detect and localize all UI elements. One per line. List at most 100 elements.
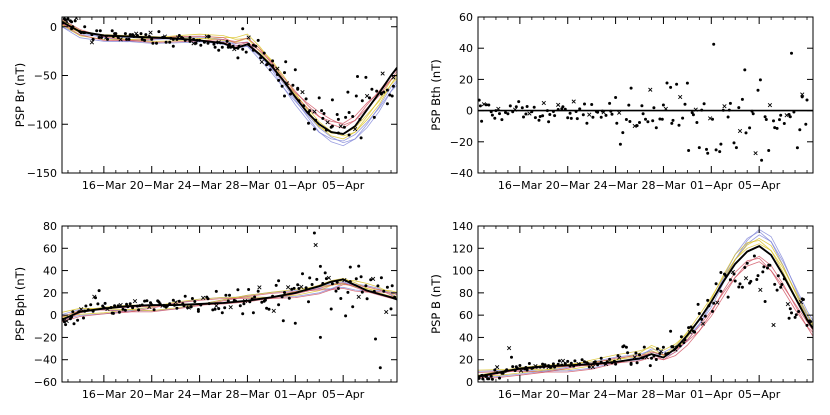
data-point	[548, 113, 552, 116]
data-point	[767, 149, 771, 152]
data-point	[82, 316, 85, 320]
data-point	[76, 318, 80, 322]
y-tick-label: 0	[50, 21, 57, 34]
data-point	[792, 110, 796, 114]
data-point	[277, 279, 281, 283]
data-point	[368, 96, 371, 100]
data-point	[296, 283, 300, 287]
data-point	[335, 113, 339, 116]
data-point	[773, 282, 777, 286]
data-point	[344, 314, 348, 318]
data-point	[110, 29, 114, 33]
data-point	[98, 29, 102, 33]
series-line-member	[478, 257, 813, 379]
data-point	[541, 362, 545, 366]
data-point	[297, 287, 301, 290]
data-point	[310, 283, 314, 286]
data-point	[641, 356, 645, 360]
data-point	[489, 110, 493, 114]
data-point	[374, 337, 377, 341]
data-point	[793, 315, 797, 319]
data-point	[370, 276, 376, 282]
data-point	[277, 303, 281, 307]
data-point	[614, 362, 618, 366]
data-point	[498, 376, 501, 380]
data-point	[484, 103, 488, 107]
data-point	[213, 307, 217, 311]
data-point	[96, 302, 100, 306]
data-point	[756, 274, 760, 278]
data-point	[385, 88, 389, 92]
data-point	[775, 126, 779, 130]
panel-br: −150 −100 −50 0 16−Mar 20−Mar 24−Mar 28−Mar 01−A…	[13, 16, 398, 192]
data-point	[755, 278, 759, 281]
data-point	[283, 94, 286, 98]
y-axis-title: PSP B (nT)	[429, 274, 443, 334]
data-point	[114, 32, 118, 36]
data-point	[293, 321, 297, 325]
data-point	[394, 0, 397, 2]
data-point	[728, 278, 732, 282]
data-point	[763, 300, 767, 303]
data-point	[712, 301, 716, 305]
data-point	[663, 106, 668, 112]
plot-frame	[477, 16, 814, 174]
data-point	[111, 35, 115, 38]
series-line-member	[478, 243, 813, 376]
data-point	[616, 354, 620, 358]
data-point	[265, 306, 269, 310]
data-point	[105, 306, 110, 312]
data-point	[762, 265, 766, 269]
data-point	[91, 37, 95, 41]
plot-frame	[61, 16, 398, 174]
data-point	[524, 366, 528, 369]
observations-group	[478, 254, 813, 381]
data-point	[695, 121, 699, 124]
data-point	[505, 368, 509, 372]
observations-group	[62, 0, 397, 370]
data-point	[675, 345, 679, 349]
data-point	[263, 298, 267, 302]
data-point	[329, 307, 333, 311]
data-point	[237, 44, 241, 48]
data-point	[798, 128, 802, 132]
data-point	[665, 81, 669, 85]
data-point	[646, 120, 650, 124]
data-point	[360, 290, 364, 294]
data-point	[183, 294, 187, 298]
data-point	[700, 317, 704, 321]
data-point	[590, 364, 595, 370]
data-point	[86, 308, 90, 312]
data-point	[301, 272, 304, 276]
data-point	[733, 279, 737, 283]
data-point	[632, 355, 637, 360]
data-point	[95, 29, 99, 33]
data-point	[229, 45, 233, 49]
data-point	[338, 124, 343, 129]
data-point	[62, 21, 65, 25]
data-point	[217, 307, 221, 311]
data-point	[171, 37, 175, 41]
y-tick-label: −40	[34, 354, 57, 367]
data-point	[347, 111, 351, 114]
data-point	[638, 353, 641, 357]
data-point	[728, 101, 732, 105]
data-point	[561, 105, 565, 109]
data-point	[242, 302, 246, 306]
data-point	[610, 112, 614, 116]
series-line-median	[478, 245, 813, 378]
data-point	[64, 18, 68, 22]
data-point	[202, 40, 206, 44]
data-point	[251, 43, 255, 47]
data-point	[714, 148, 718, 152]
data-point	[164, 40, 168, 44]
data-point	[537, 118, 541, 122]
data-point	[330, 124, 334, 128]
data-point	[541, 114, 545, 118]
data-point	[525, 105, 529, 108]
data-point	[83, 25, 87, 29]
data-point	[391, 75, 396, 80]
data-point	[590, 103, 594, 106]
y-tick-label: 40	[43, 265, 57, 278]
data-point	[650, 356, 653, 360]
